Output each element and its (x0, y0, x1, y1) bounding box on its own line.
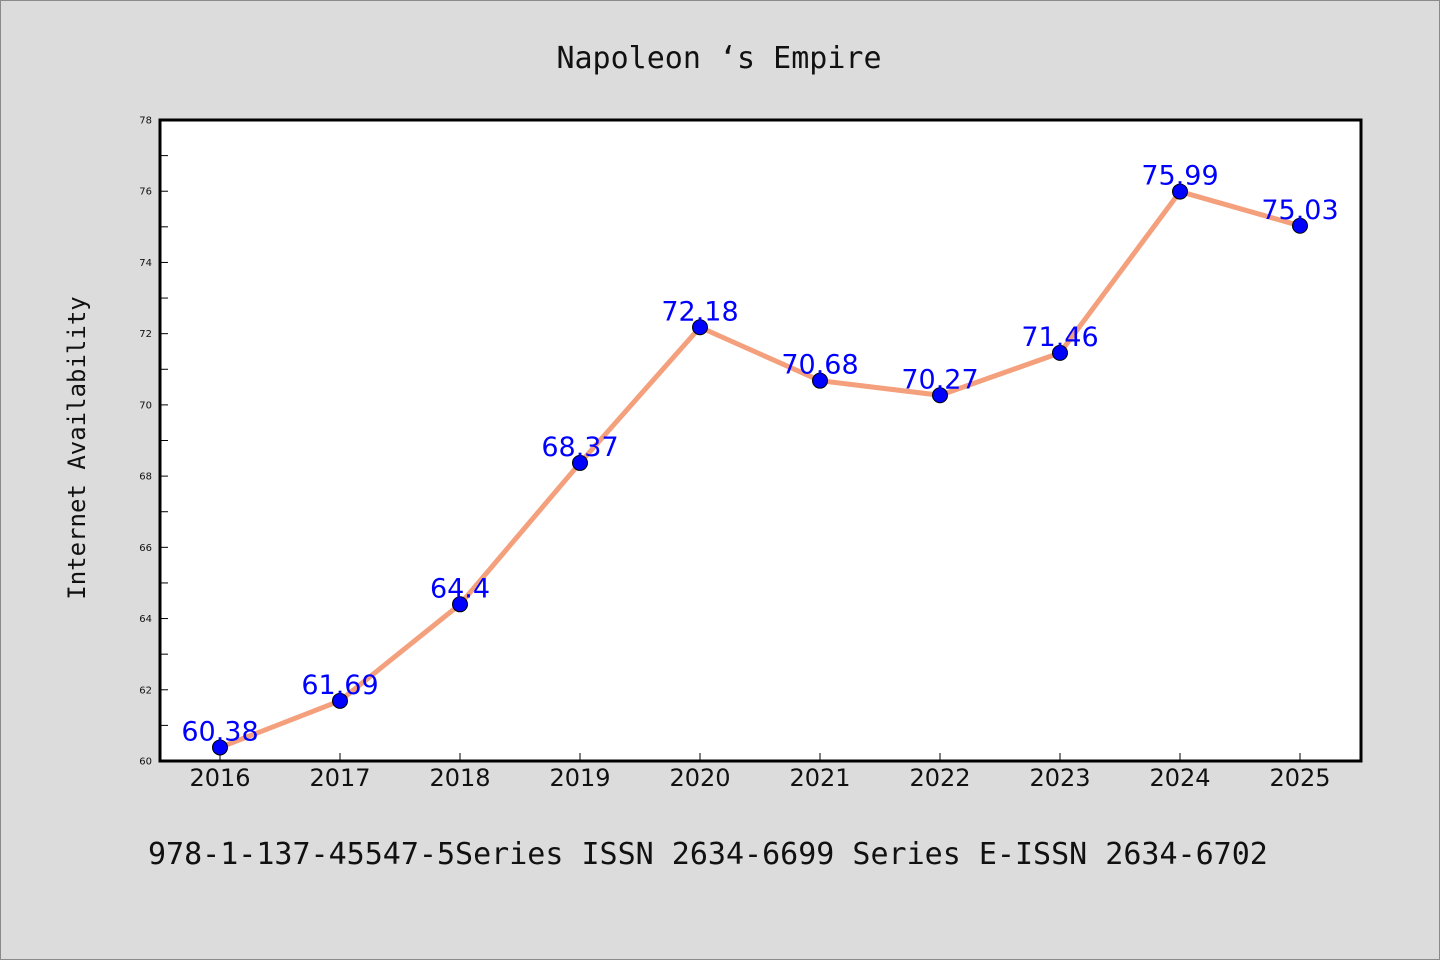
y-tick-label: 64 (139, 614, 152, 625)
y-tick-label: 66 (139, 543, 152, 554)
y-tick-label: 72 (139, 329, 152, 340)
x-tick-label: 2017 (309, 764, 370, 792)
data-label: 70.27 (901, 364, 978, 395)
data-point (1052, 344, 1068, 361)
data-label: 60.38 (181, 716, 258, 747)
x-tick-label: 2023 (1029, 764, 1090, 792)
y-tick-label: 60 (139, 757, 152, 768)
x-tick-label: 2022 (909, 764, 970, 792)
x-tick-label: 2024 (1149, 764, 1210, 792)
x-tick-label: 2025 (1269, 764, 1330, 792)
x-tick-label: 2020 (669, 764, 730, 792)
axis-ticks: 60 62 64 66 68 70 72 74 76 78 2016 2017 2018 2019 2020… (139, 116, 1330, 793)
x-tick-label: 2016 (189, 764, 250, 792)
y-tick-label: 78 (139, 116, 152, 127)
y-tick-label: 76 (139, 187, 152, 198)
plot-area (158, 118, 1363, 763)
data-point (332, 692, 348, 709)
data-point (812, 372, 828, 389)
data-point (212, 739, 228, 756)
data-point (452, 596, 468, 613)
series-line (217, 189, 1303, 750)
data-label: 70.68 (781, 350, 858, 381)
x-tick-label: 2018 (429, 764, 490, 792)
y-tick-label: 74 (139, 258, 152, 269)
y-tick-label: 70 (139, 400, 152, 411)
data-label: 64.4 (430, 573, 490, 604)
data-point (572, 454, 588, 471)
chart-title: Napoleon ‘s Empire (556, 41, 881, 76)
data-label: 61.69 (301, 670, 378, 701)
x-tick-label: 2019 (549, 764, 610, 792)
data-point (1292, 217, 1308, 234)
series-layer: 60.38 61.69 64.4 68.37 72.18 70.68 70.27 71.46 7… (181, 161, 1339, 756)
footer-text: 978-1-137-45547-5Series ISSN 2634-6699 S… (148, 837, 1268, 872)
data-label: 72.18 (661, 296, 738, 327)
y-tick-label: 68 (139, 472, 152, 483)
y-axis-label: Internet Availability (63, 296, 91, 599)
data-point (692, 319, 708, 336)
data-label: 68.37 (541, 432, 618, 463)
data-label: 71.46 (1021, 322, 1098, 353)
x-tick-label: 2021 (789, 764, 850, 792)
data-label: 75.03 (1261, 195, 1338, 226)
data-point (932, 387, 948, 404)
data-point (1172, 183, 1188, 200)
y-tick-label: 62 (139, 685, 152, 696)
data-label: 75.99 (1141, 161, 1218, 192)
